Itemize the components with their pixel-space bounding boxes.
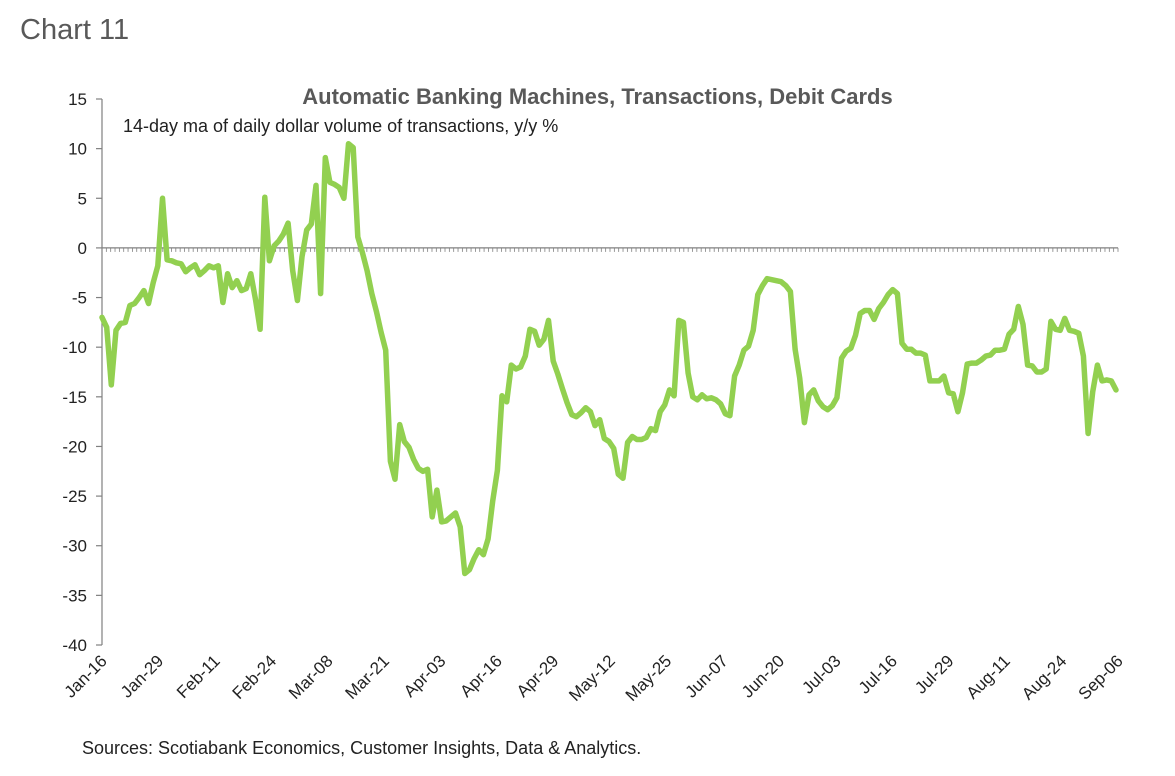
x-tick-label: Aug-11 bbox=[963, 651, 1014, 702]
x-tick-label: Sep-06 bbox=[1075, 651, 1127, 703]
y-tick-label: 5 bbox=[78, 189, 87, 208]
x-tick-label: May-25 bbox=[622, 651, 676, 705]
x-tick-label: Feb-24 bbox=[229, 651, 281, 703]
x-tick-label: Jun-07 bbox=[682, 651, 732, 701]
y-tick-label: 10 bbox=[68, 140, 87, 159]
x-tick-label: Apr-16 bbox=[456, 651, 506, 701]
x-tick-label: Mar-08 bbox=[285, 651, 337, 703]
x-tick-label: Jul-29 bbox=[911, 651, 957, 697]
y-tick-label: -40 bbox=[62, 636, 87, 655]
series-layer bbox=[99, 140, 1119, 577]
x-tick-label: Jan-16 bbox=[61, 651, 111, 701]
x-tick-label: May-12 bbox=[565, 651, 619, 705]
x-tick-label: Jan-29 bbox=[117, 651, 167, 701]
x-tick-label: Jul-16 bbox=[855, 651, 901, 697]
y-tick-label: -10 bbox=[62, 338, 87, 357]
y-tick-label: -5 bbox=[72, 289, 87, 308]
y-tick-label: 15 bbox=[68, 90, 87, 109]
x-tick-label: Mar-21 bbox=[342, 651, 394, 703]
chart-subtitle: 14-day ma of daily dollar volume of tran… bbox=[123, 116, 559, 136]
chart-title: Automatic Banking Machines, Transactions… bbox=[302, 84, 893, 109]
y-tick-label: -15 bbox=[62, 388, 87, 407]
x-tick-label: Jun-20 bbox=[738, 651, 788, 701]
chart-source: Sources: Scotiabank Economics, Customer … bbox=[82, 738, 642, 758]
y-tick-label: -35 bbox=[62, 586, 87, 605]
x-axis: Jan-16 Jan-29 Feb-11 Feb-24 Mar-08 Mar-21 Apr-… bbox=[61, 247, 1127, 705]
x-tick-label: Jul-03 bbox=[798, 651, 844, 697]
chart-label: Chart 11 bbox=[20, 14, 130, 46]
x-tick-label: Apr-03 bbox=[400, 651, 450, 701]
y-tick-label: -30 bbox=[62, 537, 87, 556]
x-tick-label: Apr-29 bbox=[513, 651, 563, 701]
y-tick-label: 0 bbox=[78, 239, 87, 258]
y-axis: 15 10 5 0 -5 -10 -15 -20 -25 -30 -35 -40 bbox=[62, 90, 103, 655]
y-tick-label: -25 bbox=[62, 487, 87, 506]
x-tick-label: Aug-24 bbox=[1018, 651, 1070, 703]
series-line-0 bbox=[99, 140, 1119, 577]
y-tick-label: -20 bbox=[62, 437, 87, 456]
x-tick-label: Feb-11 bbox=[173, 651, 224, 702]
